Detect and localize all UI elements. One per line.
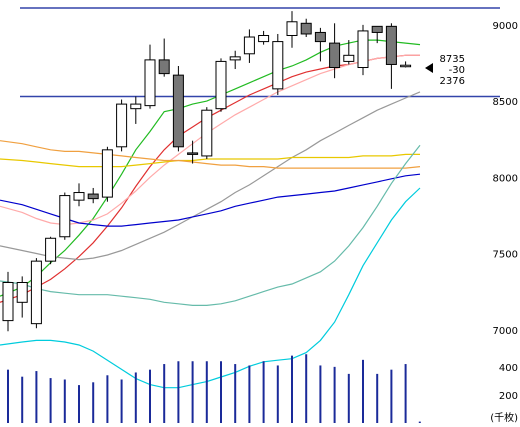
candle bbox=[243, 29, 255, 63]
candle bbox=[87, 187, 99, 204]
candle-body bbox=[272, 41, 284, 90]
moving-average-line-7 bbox=[0, 144, 421, 306]
candle bbox=[229, 50, 241, 70]
candle bbox=[144, 44, 156, 109]
candle-body bbox=[2, 281, 14, 322]
moving-average-line-3 bbox=[0, 91, 421, 261]
price-tick-label: 9000 bbox=[493, 21, 518, 32]
moving-average-line-2 bbox=[0, 54, 420, 226]
candle bbox=[300, 18, 312, 38]
price-tick-label: 8500 bbox=[493, 97, 518, 108]
candle-body bbox=[215, 60, 227, 110]
candle-body bbox=[385, 25, 397, 65]
moving-average-line-4 bbox=[0, 153, 420, 168]
candle-body bbox=[187, 152, 199, 155]
candle bbox=[286, 11, 298, 48]
candle bbox=[30, 258, 42, 329]
candle-body bbox=[116, 103, 128, 148]
candle-body bbox=[59, 195, 71, 238]
candle bbox=[400, 61, 412, 68]
candle-body bbox=[400, 64, 412, 68]
candle bbox=[385, 23, 397, 89]
candle bbox=[258, 30, 270, 45]
last-value-readout: 8735 -30 2376 bbox=[425, 54, 465, 87]
candle-body bbox=[158, 59, 170, 75]
candle bbox=[158, 38, 170, 77]
candle-body bbox=[258, 34, 270, 43]
moving-average-line-8 bbox=[0, 187, 421, 389]
candle-body bbox=[87, 193, 99, 200]
candle bbox=[215, 58, 227, 112]
candle-body bbox=[172, 74, 184, 148]
candle-body bbox=[300, 22, 312, 35]
horizontal-lines bbox=[20, 7, 500, 98]
candle bbox=[16, 276, 28, 318]
candle-body bbox=[101, 149, 113, 198]
moving-average-line-1 bbox=[0, 39, 421, 297]
moving-average-lines bbox=[0, 39, 421, 389]
price-tick-label: 7500 bbox=[493, 250, 518, 261]
candle-body bbox=[30, 260, 42, 325]
candle bbox=[201, 107, 213, 159]
candle bbox=[371, 25, 383, 44]
candle-body bbox=[130, 103, 142, 110]
candle-body bbox=[16, 281, 28, 303]
candle-body bbox=[371, 25, 383, 33]
volume-tick-label: 400 bbox=[499, 363, 518, 374]
candle-body bbox=[243, 36, 255, 55]
candle bbox=[116, 99, 128, 152]
price-tick-label: 8000 bbox=[493, 173, 518, 184]
current-price-marker-icon bbox=[425, 63, 433, 73]
candle-body bbox=[73, 192, 85, 201]
candle-body bbox=[357, 30, 369, 69]
candle bbox=[101, 146, 113, 202]
candle bbox=[130, 96, 142, 124]
axis-labels: 9000 8500 8000 7500 7000 400 200 (千枚) bbox=[490, 21, 518, 424]
readout-price: 8735 bbox=[440, 54, 465, 65]
candle bbox=[343, 40, 355, 65]
volume-tick-label: 200 bbox=[499, 391, 518, 402]
candle-body bbox=[45, 237, 57, 262]
moving-average-line-6 bbox=[0, 173, 421, 227]
price-candles bbox=[2, 11, 412, 332]
candle-body bbox=[286, 21, 298, 36]
readout-change: -30 bbox=[449, 65, 465, 76]
readout-volume: 2376 bbox=[440, 76, 465, 87]
volume-bars bbox=[7, 354, 421, 423]
candle bbox=[272, 33, 284, 95]
candle bbox=[329, 23, 341, 79]
candle bbox=[357, 24, 369, 76]
candle bbox=[45, 236, 57, 265]
candle bbox=[314, 27, 326, 62]
volume-unit-label: (千枚) bbox=[490, 411, 518, 424]
candle-body bbox=[329, 42, 341, 69]
candle-body bbox=[314, 31, 326, 43]
candle-body bbox=[229, 56, 241, 61]
candle bbox=[172, 65, 184, 152]
candle bbox=[2, 271, 14, 332]
candle-body bbox=[201, 109, 213, 157]
candle bbox=[73, 183, 85, 207]
candle-body bbox=[343, 54, 355, 62]
candle bbox=[187, 140, 199, 164]
price-tick-label: 7000 bbox=[493, 326, 518, 337]
candle bbox=[59, 192, 71, 240]
moving-average-line-5 bbox=[0, 140, 421, 169]
candle-body bbox=[144, 59, 156, 107]
